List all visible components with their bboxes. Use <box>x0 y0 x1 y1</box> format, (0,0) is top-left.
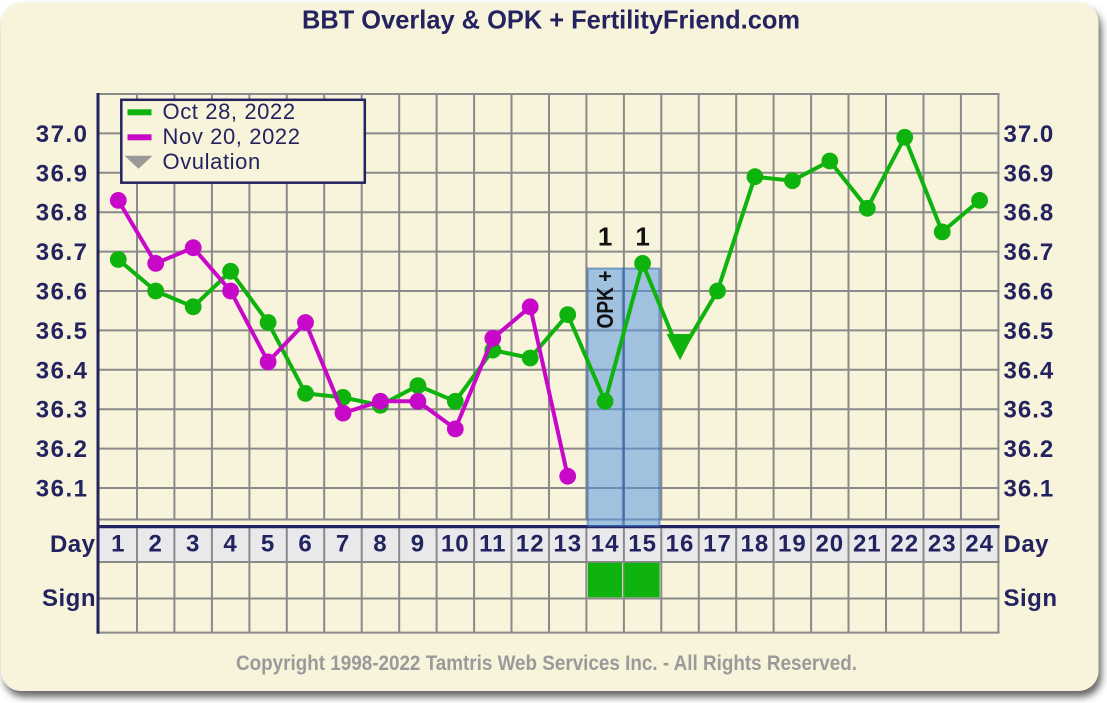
svg-text:Day: Day <box>1004 531 1050 558</box>
svg-text:37.0: 37.0 <box>1004 121 1055 148</box>
svg-text:36.8: 36.8 <box>36 200 89 227</box>
svg-text:Oct 28, 2022: Oct 28, 2022 <box>163 99 296 124</box>
svg-text:14: 14 <box>591 531 620 558</box>
svg-text:11: 11 <box>479 531 506 558</box>
svg-text:Sign: Sign <box>1004 585 1058 612</box>
svg-text:36.4: 36.4 <box>36 357 89 384</box>
svg-text:8: 8 <box>373 531 387 558</box>
svg-text:10: 10 <box>441 531 470 558</box>
svg-text:OPK +: OPK + <box>592 271 618 329</box>
svg-text:36.9: 36.9 <box>36 160 89 187</box>
svg-text:1: 1 <box>635 222 649 252</box>
svg-text:23: 23 <box>928 531 957 558</box>
svg-text:1: 1 <box>598 222 612 252</box>
svg-text:19: 19 <box>778 531 807 558</box>
svg-text:22: 22 <box>890 531 919 558</box>
svg-text:17: 17 <box>703 531 732 558</box>
svg-text:4: 4 <box>223 531 237 558</box>
svg-text:36.9: 36.9 <box>1004 160 1055 187</box>
svg-text:5: 5 <box>261 531 275 558</box>
svg-text:36.5: 36.5 <box>36 318 89 345</box>
svg-text:36.6: 36.6 <box>36 279 89 306</box>
svg-text:36.4: 36.4 <box>1004 357 1055 384</box>
svg-text:37.0: 37.0 <box>36 121 89 148</box>
svg-text:6: 6 <box>298 531 312 558</box>
svg-text:Sign: Sign <box>42 585 96 612</box>
svg-text:Day: Day <box>50 531 96 558</box>
svg-text:36.8: 36.8 <box>1004 200 1055 227</box>
svg-text:BBT Overlay & OPK + FertilityF: BBT Overlay & OPK + FertilityFriend.com <box>302 5 800 35</box>
svg-text:36.7: 36.7 <box>36 239 89 266</box>
svg-text:15: 15 <box>628 531 657 558</box>
svg-text:36.6: 36.6 <box>1004 279 1055 306</box>
svg-text:13: 13 <box>553 531 582 558</box>
svg-text:20: 20 <box>815 531 844 558</box>
svg-text:18: 18 <box>741 531 770 558</box>
svg-text:36.1: 36.1 <box>36 476 89 503</box>
svg-text:24: 24 <box>965 531 994 558</box>
svg-text:12: 12 <box>516 531 545 558</box>
svg-text:21: 21 <box>853 531 882 558</box>
svg-text:1: 1 <box>111 531 125 558</box>
svg-text:7: 7 <box>336 531 350 558</box>
svg-text:Nov 20, 2022: Nov 20, 2022 <box>163 124 301 149</box>
svg-text:36.1: 36.1 <box>1004 476 1055 503</box>
svg-text:3: 3 <box>186 531 200 558</box>
svg-text:36.2: 36.2 <box>36 436 89 463</box>
svg-text:Copyright 1998-2022 Tamtris We: Copyright 1998-2022 Tamtris Web Services… <box>236 652 857 675</box>
svg-text:9: 9 <box>411 531 425 558</box>
svg-text:36.5: 36.5 <box>1004 318 1055 345</box>
svg-text:36.3: 36.3 <box>36 397 89 424</box>
svg-text:Ovulation: Ovulation <box>163 149 261 174</box>
svg-text:36.2: 36.2 <box>1004 436 1055 463</box>
svg-text:2: 2 <box>149 531 163 558</box>
svg-text:16: 16 <box>666 531 695 558</box>
svg-text:36.7: 36.7 <box>1004 239 1055 266</box>
svg-text:36.3: 36.3 <box>1004 397 1055 424</box>
